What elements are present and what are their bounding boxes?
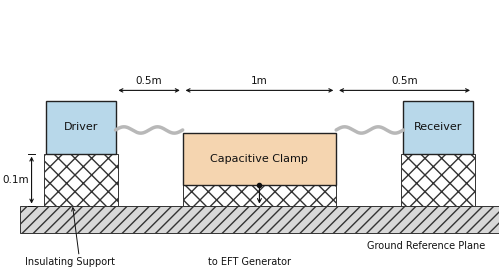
Text: Driver: Driver [64,122,98,132]
Text: 0.5m: 0.5m [136,76,162,86]
Text: Insulating Support: Insulating Support [24,257,114,267]
Bar [20,207,500,233]
Bar [401,154,475,207]
Bar [44,154,118,207]
Bar [46,101,116,154]
Text: 1m: 1m [251,76,268,86]
Text: 0.1m: 0.1m [2,175,29,185]
Bar [404,101,473,154]
Text: 0.5m: 0.5m [391,76,418,86]
Text: Receiver: Receiver [414,122,463,132]
Text: Capacitive Clamp: Capacitive Clamp [210,154,308,164]
Bar [182,178,336,207]
Text: Ground Reference Plane: Ground Reference Plane [366,241,485,251]
Bar [182,133,336,185]
Text: to EFT Generator: to EFT Generator [208,257,292,267]
